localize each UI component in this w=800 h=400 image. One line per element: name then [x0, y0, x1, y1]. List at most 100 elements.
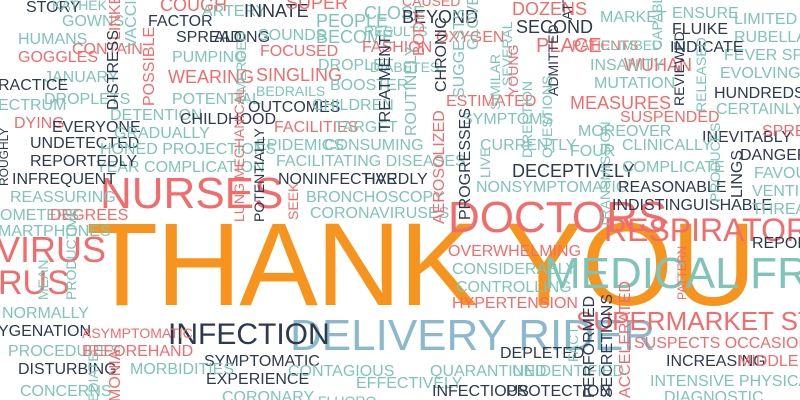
word-fashion: FASHION — [362, 39, 433, 56]
word-suspects-occasional: SUSPECTS OCCASIONAL — [634, 335, 800, 352]
word-accelerated: ACCELERATED — [617, 280, 634, 398]
word-bedrails: BEDRAILS — [256, 83, 326, 99]
word-everyone: EVERYONE — [52, 119, 141, 136]
word-pumping: PUMPING — [172, 49, 247, 66]
word-become: BECOME — [316, 27, 395, 47]
word-year-complication: YEAR COMPLICATION — [96, 159, 265, 176]
word-disturbing: DISTURBING — [18, 361, 117, 378]
word-glove: GLOVE — [465, 0, 482, 50]
word-hardly: HARDLY — [364, 171, 428, 188]
word-currently: CURRENTLY — [480, 137, 577, 154]
word-focused: FOCUSED — [260, 43, 339, 60]
word-lung-mechanical: LUNG MECHANICAL — [231, 87, 247, 222]
word-procedures: PROCEDURES — [8, 343, 121, 360]
word-reviewed: REVIEWED — [671, 31, 687, 106]
word-threaten: THREATEN — [752, 201, 800, 218]
word-noninfective: NONINFECTIVE — [278, 171, 398, 188]
word-bronchoscopy: BRONCHOSCOPY — [306, 189, 444, 206]
word-fact: FACT — [565, 326, 581, 362]
word-degrees: DEGREES — [50, 207, 129, 224]
word-dangerou: DANGEROU — [740, 147, 800, 164]
word-epidemics: EPIDEMICS — [256, 137, 345, 154]
word-quarantined: QUARANTINED — [430, 363, 547, 380]
word-infection: INFECTION — [168, 318, 330, 351]
word-indicate: INDICATE — [670, 39, 744, 56]
word-attempting: FLUORO — [318, 394, 376, 400]
word-considerably: CONSIDERABLY — [452, 261, 577, 278]
word-january: JANUARY — [44, 69, 119, 86]
word-contagious: CONTAGIOUS — [288, 363, 395, 380]
word-effectively: EFFECTIVELY — [356, 375, 463, 392]
word-diabetes: DIABETES — [370, 59, 440, 75]
word-beyond: BEYOND — [402, 7, 479, 27]
word-productive: PRODUCTIVE — [63, 208, 79, 300]
word-close: CLOSE — [364, 3, 426, 23]
word-favoure: FAVOURE — [754, 165, 800, 182]
word-honed-projections: HONED PROJECTIONS — [100, 141, 277, 158]
word-reassuring: REASSURING — [10, 189, 116, 206]
word-patients: PATIENTS — [572, 37, 639, 53]
word-dying: DYING — [14, 115, 65, 132]
word-virus: VIRUS — [0, 229, 107, 270]
word-controlling: CONTROLLING — [456, 279, 572, 296]
word-martphones: MARTPHONES — [0, 223, 111, 240]
word-experience: EXPERIENCE — [206, 371, 310, 388]
word-coronary: CORONARY — [222, 389, 315, 400]
word-protection: PROTECTION — [506, 383, 611, 400]
word-lings: LINGS — [729, 149, 746, 198]
word-pattern: PATTERN — [675, 245, 689, 300]
word-gowns: GOWNS — [62, 13, 125, 30]
word-potentially: POTENTIALLY — [251, 128, 267, 222]
word-rus: RUS — [0, 264, 70, 302]
word-concerns: CONCERNS — [20, 383, 112, 400]
word-wuhan: WUHAN — [624, 55, 692, 75]
word-performed: PERFORMED — [581, 295, 598, 398]
word-estimated: ESTIMATED — [446, 93, 537, 110]
word-roughly: CHRONIC — [433, 17, 450, 92]
word-place: PLACE — [536, 35, 602, 57]
word-oxygen: OXYGEN — [436, 29, 505, 46]
word-inevitably: INEVITABLY — [702, 129, 793, 146]
word-limited: LIMITED — [734, 11, 798, 28]
word-caused: CAUSED — [402, 0, 461, 9]
word-moreover: MOREOVER — [578, 123, 672, 140]
word-aerosolized: AEROSOLIZED — [431, 110, 448, 224]
word-released: RELEASED — [693, 37, 709, 112]
word-measures: MEASURES — [570, 93, 672, 113]
word-depleted: DEPLETED — [500, 345, 585, 362]
word-intensive-physically: INTENSIVE PHYSICALLY — [650, 373, 800, 390]
word-mean: MEAN — [35, 259, 51, 300]
word-artery: ARTERY — [202, 3, 267, 20]
word-fluike: FLUIKE — [672, 21, 729, 38]
word-people: PEOPLE — [316, 11, 389, 31]
word-body: BODY — [411, 10, 428, 56]
word-similar: YOUNG — [505, 44, 521, 96]
word-medical-front: MEDICAL FRONT — [544, 249, 800, 298]
word-monia: MONIA — [107, 349, 124, 400]
word-direction: DIRECTION — [519, 81, 535, 158]
word-humans: HUMANS — [18, 31, 88, 48]
word-target: TARGET — [334, 119, 398, 136]
word-supermarket-staff: SUPERMARKET STAFF — [576, 306, 800, 336]
word-capable: CAPABLE — [649, 0, 665, 50]
word-normally: NORMALLY — [2, 305, 89, 322]
word-market: MARKET — [600, 9, 667, 26]
word-spread-right: SPREAD — [762, 123, 800, 140]
word-transmission: TRANSMISSION — [597, 121, 613, 228]
word-outcomes: OUTCOMES — [248, 99, 341, 116]
word-fever-spase: FEVER SPASE — [724, 47, 800, 64]
word-contain: CONTAIN — [72, 41, 143, 58]
word-ractice: RACTICE — [0, 77, 69, 94]
word-kathek: KATHEK — [52, 0, 107, 13]
word-ygenation: YGENATION — [0, 323, 92, 340]
word-infrequent: INFREQUENT — [12, 171, 116, 188]
word-innate: INNATE — [244, 1, 309, 21]
word-undetected: UNDETECTED — [30, 135, 140, 152]
word-four: FOUR — [570, 143, 616, 160]
word-dozens: DOZENS — [512, 0, 588, 19]
word-results: RESULTS — [364, 23, 428, 39]
word-overwhelming: OVERWHELMING — [448, 243, 582, 260]
word-nurses: NURSES — [100, 169, 284, 218]
word-indistinguishable: INDISTINGUISHABLE — [612, 197, 773, 214]
